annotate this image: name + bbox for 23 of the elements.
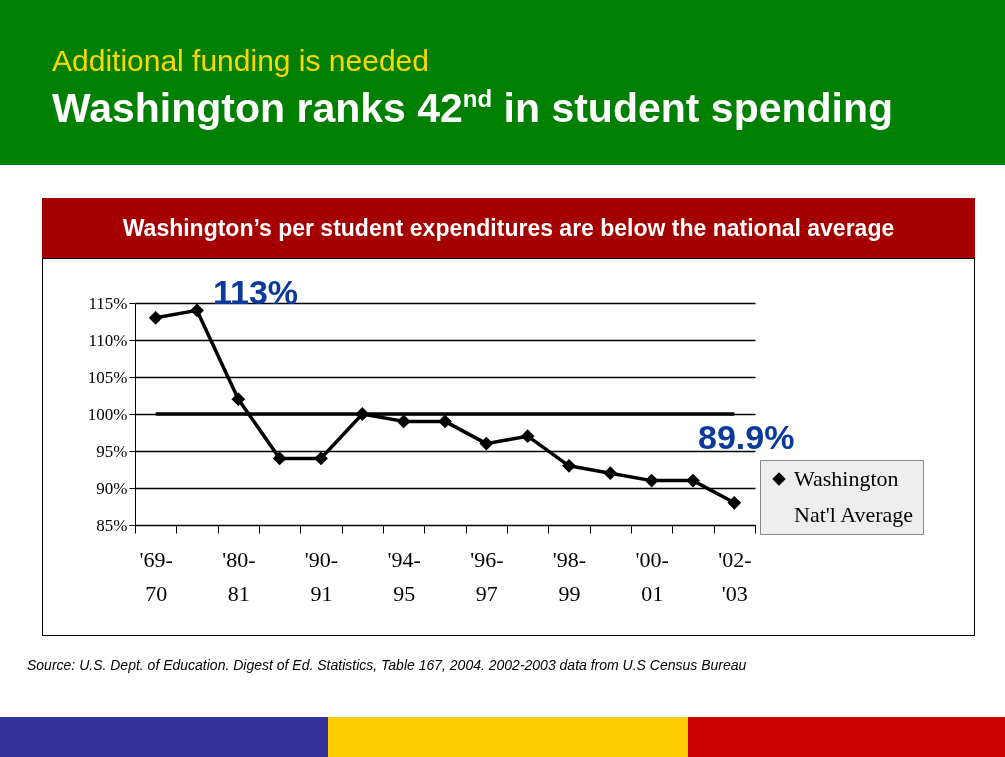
chart-title: Washington ranks 42$^{nd}$ in student spending — [52, 85, 894, 132]
y-tick-label: 110% — [88, 330, 128, 350]
x-tick-label: '96- 97 — [470, 546, 504, 606]
legend-label: Washington — [794, 466, 899, 491]
annotation: 89.9% — [698, 418, 795, 457]
y-tick-label: 100% — [87, 404, 128, 424]
x-tick-label: '02- '03 — [718, 546, 752, 606]
y-tick-label: 90% — [96, 478, 128, 498]
chart-subtitle: Additional funding is needed — [52, 44, 429, 78]
x-tick-label: '00- 01 — [635, 546, 669, 606]
x-tick-label: '80- 81 — [222, 546, 256, 606]
annotation: 113% — [213, 273, 299, 312]
text: Washington’s per student expenditures are below the national average — [42, 198, 975, 258]
legend-label: Nat'l Average — [794, 502, 914, 527]
x-tick-label: '69- 70 — [139, 546, 173, 606]
y-tick-label: 95% — [96, 441, 128, 461]
y-tick-label: 115% — [88, 293, 128, 313]
x-tick-label: '98- 99 — [552, 546, 587, 606]
y-tick-label: 105% — [87, 367, 128, 387]
x-tick-label: '90- 91 — [304, 546, 339, 606]
source-note: Source: U.S. Dept. of Education. Digest of Ed. Statistics, Table 167, 2004. 2002-2003 data from U.S Census Bureau — [27, 657, 747, 673]
x-tick-label: '94- 95 — [387, 546, 421, 606]
y-tick-label: 85% — [96, 515, 128, 535]
